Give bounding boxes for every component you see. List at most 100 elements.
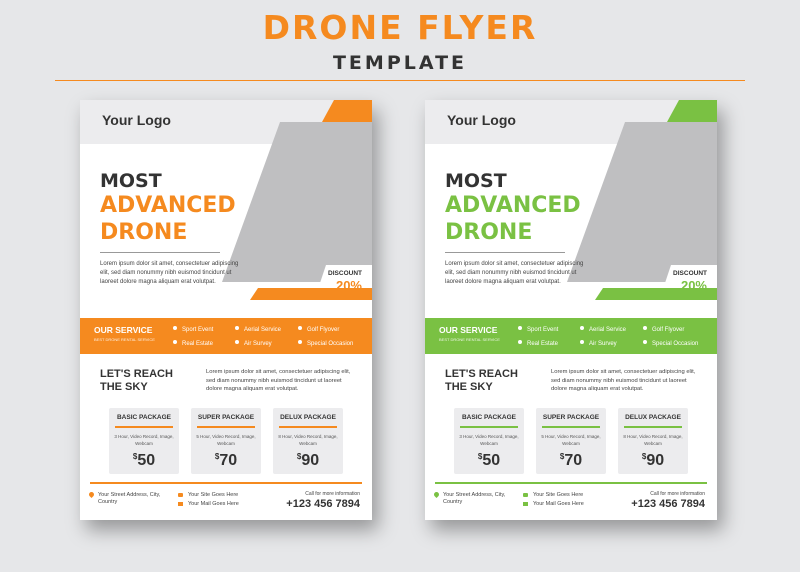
service-item: Air Survey bbox=[580, 340, 617, 347]
service-item: Sport Event bbox=[173, 326, 213, 333]
discount-accent bbox=[595, 288, 717, 300]
price-value: 50 bbox=[482, 452, 501, 469]
price-currency: $ bbox=[641, 452, 647, 461]
location-icon bbox=[432, 490, 441, 499]
website-text: Your Site Goes Here bbox=[188, 492, 239, 498]
price-currency: $ bbox=[477, 452, 483, 461]
service-item: Sport Event bbox=[518, 326, 558, 333]
package-name: SUPER PACKAGE bbox=[542, 414, 600, 421]
headline-line-3: DRONE bbox=[445, 220, 533, 245]
flyer-green: Your Logo MOST ADVANCED DRONE Lorem ipsu… bbox=[425, 100, 717, 520]
service-item: Golf Flyover bbox=[643, 326, 684, 333]
service-item: Air Survey bbox=[235, 340, 272, 347]
reach-title: LET'S REACH THE SKY bbox=[100, 368, 173, 393]
package-card: SUPER PACKAGE 5 Hour, Video Record, Imag… bbox=[536, 408, 606, 474]
discount-accent bbox=[250, 288, 372, 300]
reach-text: Lorem ipsum dolor sit amet, consectetuer… bbox=[206, 369, 351, 392]
package-description: 3 Hour, Video Record, Image, Webcam bbox=[459, 434, 519, 446]
call-label: Call for more information bbox=[305, 491, 360, 497]
discount-label: DISCOUNT bbox=[328, 270, 362, 277]
package-name: BASIC PACKAGE bbox=[461, 414, 517, 421]
package-price: $90 bbox=[273, 452, 343, 470]
headline-line-1: MOST bbox=[445, 170, 507, 192]
image-placeholder bbox=[222, 122, 372, 282]
call-label: Call for more information bbox=[650, 491, 705, 497]
package-price: $70 bbox=[536, 452, 606, 470]
intro-text: Lorem ipsum dolor sit amet, consectetuer… bbox=[100, 261, 239, 285]
flyer-orange: Your Logo MOST ADVANCED DRONE Lorem ipsu… bbox=[80, 100, 372, 520]
discount-label: DISCOUNT bbox=[673, 270, 707, 277]
package-card: DELUX PACKAGE 8 Hour, Video Record, Imag… bbox=[273, 408, 343, 474]
package-card: SUPER PACKAGE 5 Hour, Video Record, Imag… bbox=[191, 408, 261, 474]
package-divider bbox=[542, 426, 600, 428]
package-price: $70 bbox=[191, 452, 261, 470]
logo-text: Your Logo bbox=[102, 112, 171, 128]
web-icon bbox=[523, 493, 528, 497]
service-tagline: BEST DRONE RENTAL SERVICE bbox=[94, 337, 155, 342]
headline-divider bbox=[100, 252, 220, 253]
page-subtitle: TEMPLATE bbox=[332, 52, 468, 74]
service-item: Aerial Service bbox=[235, 326, 281, 333]
phone-number: +123 456 7894 bbox=[286, 498, 360, 510]
price-value: 70 bbox=[564, 452, 583, 469]
package-price: $50 bbox=[454, 452, 524, 470]
price-value: 90 bbox=[646, 452, 665, 469]
email-text: Your Mail Goes Here bbox=[188, 501, 239, 507]
footer-divider bbox=[90, 482, 362, 484]
image-placeholder bbox=[567, 122, 717, 282]
phone-number: +123 456 7894 bbox=[631, 498, 705, 510]
service-bar: OUR SERVICE BEST DRONE RENTAL SERVICE Spo… bbox=[425, 318, 717, 354]
package-divider bbox=[624, 426, 682, 428]
price-currency: $ bbox=[214, 452, 220, 461]
location-icon bbox=[87, 490, 96, 499]
footer-divider bbox=[435, 482, 707, 484]
package-divider bbox=[197, 426, 255, 428]
corner-accent bbox=[667, 100, 717, 122]
website-text: Your Site Goes Here bbox=[533, 492, 584, 498]
headline-divider bbox=[445, 252, 565, 253]
price-currency: $ bbox=[559, 452, 565, 461]
package-card: DELUX PACKAGE 8 Hour, Video Record, Imag… bbox=[618, 408, 688, 474]
email-text: Your Mail Goes Here bbox=[533, 501, 584, 507]
headline-line-2: ADVANCED bbox=[100, 193, 236, 218]
service-item: Real Estate bbox=[173, 340, 213, 347]
package-divider bbox=[460, 426, 518, 428]
intro-text: Lorem ipsum dolor sit amet, consectetuer… bbox=[445, 261, 584, 285]
headline-line-1: MOST bbox=[100, 170, 162, 192]
service-item: Aerial Service bbox=[580, 326, 626, 333]
package-name: SUPER PACKAGE bbox=[197, 414, 255, 421]
header-divider bbox=[55, 80, 745, 81]
web-icon bbox=[178, 493, 183, 497]
price-currency: $ bbox=[296, 452, 302, 461]
reach-title: LET'S REACH THE SKY bbox=[445, 368, 518, 393]
reach-text: Lorem ipsum dolor sit amet, consectetuer… bbox=[551, 369, 696, 392]
price-currency: $ bbox=[132, 452, 138, 461]
page-title: DRONE FLYER bbox=[262, 8, 538, 47]
service-item: Special Occasion bbox=[298, 340, 353, 347]
headline-line-2: ADVANCED bbox=[445, 193, 581, 218]
price-value: 70 bbox=[219, 452, 238, 469]
service-tagline: BEST DRONE RENTAL SERVICE bbox=[439, 337, 500, 342]
package-divider bbox=[115, 426, 173, 428]
package-name: DELUX PACKAGE bbox=[625, 414, 681, 421]
package-price: $50 bbox=[109, 452, 179, 470]
package-description: 8 Hour, Video Record, Image, Webcam bbox=[623, 434, 683, 446]
service-item: Real Estate bbox=[518, 340, 558, 347]
package-description: 5 Hour, Video Record, Image, Webcam bbox=[541, 434, 601, 446]
price-value: 90 bbox=[301, 452, 320, 469]
package-divider bbox=[279, 426, 337, 428]
service-item: Special Occasion bbox=[643, 340, 698, 347]
corner-accent bbox=[322, 100, 372, 122]
logo-text: Your Logo bbox=[447, 112, 516, 128]
address-text: Your Street Address, City, Country bbox=[98, 492, 161, 505]
address-text: Your Street Address, City, Country bbox=[443, 492, 506, 505]
service-title: OUR SERVICE bbox=[94, 325, 153, 335]
package-description: 5 Hour, Video Record, Image, Webcam bbox=[196, 434, 256, 446]
service-item: Golf Flyover bbox=[298, 326, 339, 333]
package-card: BASIC PACKAGE 3 Hour, Video Record, Imag… bbox=[454, 408, 524, 474]
mail-icon bbox=[178, 502, 183, 506]
package-price: $90 bbox=[618, 452, 688, 470]
service-bar: OUR SERVICE BEST DRONE RENTAL SERVICE Spo… bbox=[80, 318, 372, 354]
package-card: BASIC PACKAGE 3 Hour, Video Record, Imag… bbox=[109, 408, 179, 474]
mail-icon bbox=[523, 502, 528, 506]
